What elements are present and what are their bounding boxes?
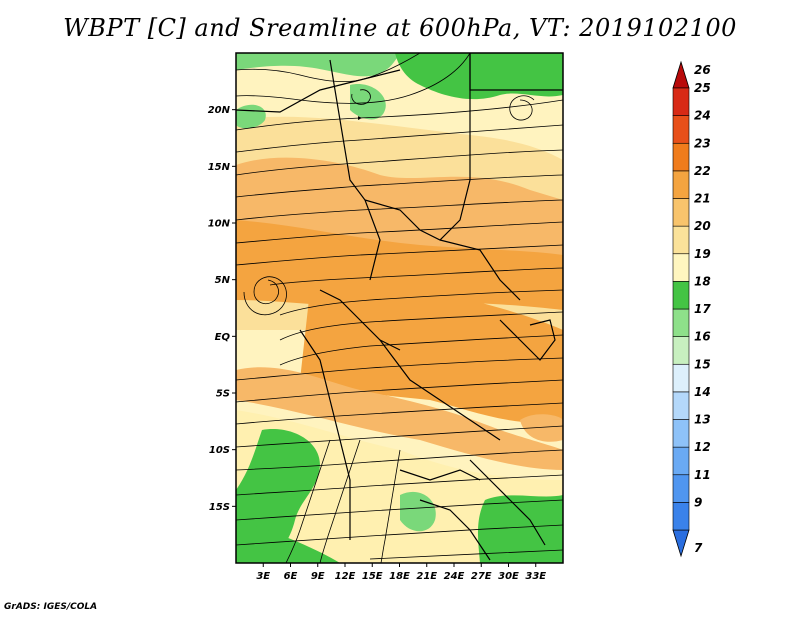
lon-tick-label: 9E xyxy=(311,571,325,582)
colorbar-swatch xyxy=(672,225,690,255)
colorbar-label: 19 xyxy=(694,247,711,261)
lon-tick-label: 27E xyxy=(471,571,492,582)
colorbar: 7 9 11 12 13 14 15 16 17 18 19 20 21 22 23 24 25 26 xyxy=(672,60,711,558)
lat-tick-label: 10S xyxy=(209,445,230,456)
colorbar-swatch xyxy=(672,502,690,531)
lon-tick-label: 3E xyxy=(256,571,270,582)
wbpt-shading xyxy=(236,53,563,563)
lat-tick-label: EQ xyxy=(215,332,231,343)
colorbar-label: 18 xyxy=(694,274,711,288)
colorbar-label: 20 xyxy=(694,219,711,233)
country-borders xyxy=(236,53,563,561)
lon-tick-label: 33E xyxy=(525,571,546,582)
longitude-axis: 3E 6E 9E 12E 15E 18E 21E 24E 27E 30E 33E xyxy=(256,563,546,582)
lat-tick-label: 10N xyxy=(208,219,231,230)
colorbar-min-triangle xyxy=(672,529,690,558)
colorbar-swatch xyxy=(672,363,690,393)
colorbar-label: 11 xyxy=(694,468,711,482)
latitude-axis: 20N 15N 10N 5N EQ 5S 10S 15S xyxy=(208,105,236,513)
colorbar-label: 12 xyxy=(694,440,711,454)
lon-tick-label: 24E xyxy=(444,571,465,582)
colorbar-swatch xyxy=(672,336,690,365)
lon-tick-label: 15E xyxy=(362,571,383,582)
colorbar-swatch xyxy=(672,170,690,199)
colorbar-label: 21 xyxy=(694,192,711,206)
colorbar-label: 25 xyxy=(694,81,711,95)
colorbar-label: 15 xyxy=(694,357,711,371)
colorbar-swatch xyxy=(672,391,690,420)
lat-tick-label: 20N xyxy=(208,105,231,116)
colorbar-max-triangle xyxy=(672,60,690,89)
colorbar-swatch xyxy=(672,474,690,503)
colorbar-label: 26 xyxy=(694,63,711,77)
colorbar-swatch xyxy=(672,446,690,476)
lat-tick-label: 15N xyxy=(208,162,231,173)
colorbar-label: 22 xyxy=(694,164,711,178)
colorbar-label: 17 xyxy=(694,302,711,316)
colorbar-label: 14 xyxy=(694,385,711,399)
colorbar-swatch xyxy=(672,87,690,116)
lon-tick-label: 30E xyxy=(498,571,519,582)
colorbar-swatch xyxy=(672,419,690,448)
colorbar-label: 16 xyxy=(694,330,711,344)
grads-credit: GrADS: IGES/COLA xyxy=(4,602,98,612)
colorbar-swatch xyxy=(672,281,690,310)
lon-tick-label: 21E xyxy=(416,571,437,582)
map-title: WBPT [C] and Sreamline at 600hPa, VT: 20… xyxy=(63,14,737,42)
colorbar-swatch xyxy=(672,115,690,144)
streamlines xyxy=(236,53,563,563)
colorbar-swatch xyxy=(672,142,690,172)
colorbar-swatch xyxy=(672,308,690,337)
lat-tick-label: 5S xyxy=(216,389,230,400)
lon-tick-label: 18E xyxy=(389,571,410,582)
colorbar-swatch xyxy=(672,253,690,282)
colorbar-label: 9 xyxy=(694,495,702,509)
colorbar-label: 24 xyxy=(694,109,711,123)
colorbar-label: 23 xyxy=(694,136,711,150)
lon-tick-label: 6E xyxy=(284,571,298,582)
colorbar-swatch xyxy=(672,198,690,227)
lat-tick-label: 15S xyxy=(209,502,230,513)
lon-tick-label: 12E xyxy=(335,571,356,582)
lat-tick-label: 5N xyxy=(215,275,231,286)
colorbar-label: 7 xyxy=(694,541,703,555)
colorbar-label: 13 xyxy=(694,413,711,427)
